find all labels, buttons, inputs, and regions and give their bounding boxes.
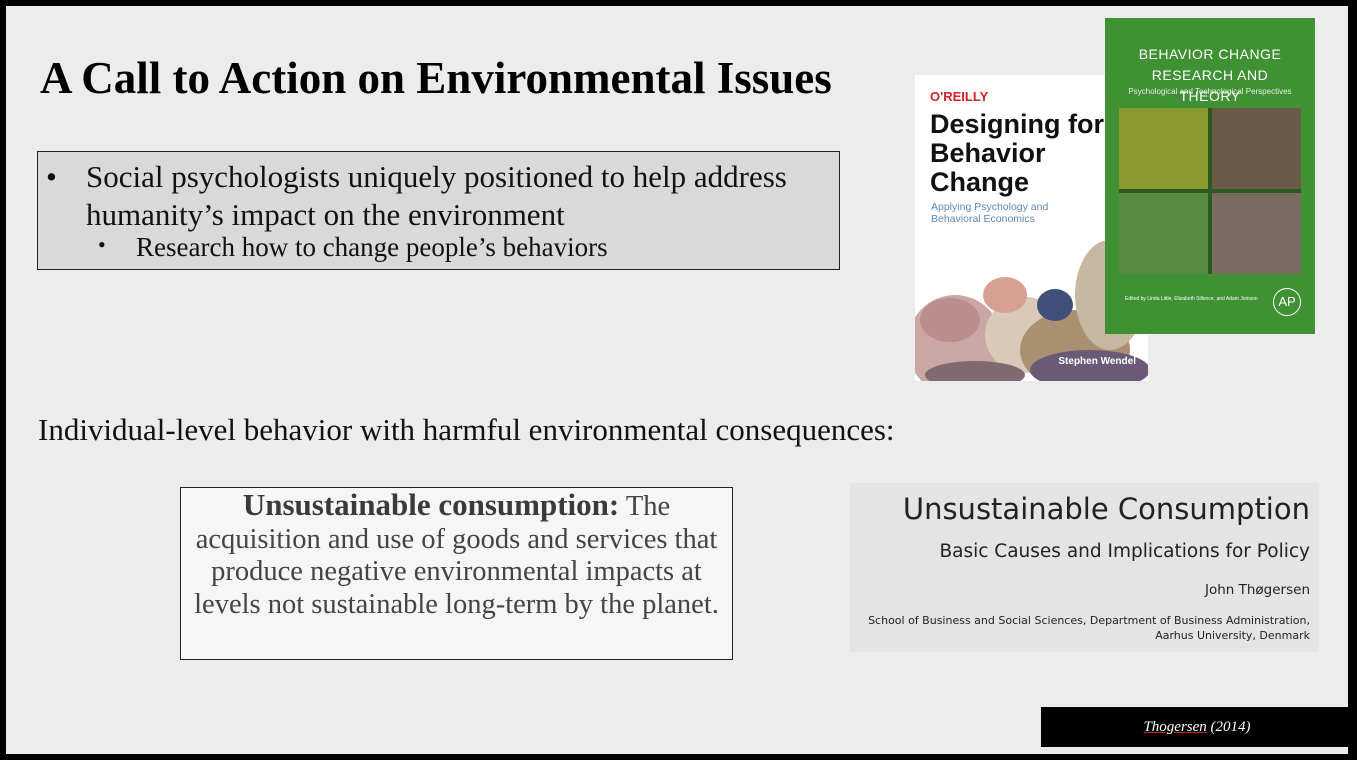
photo-tile: [1119, 108, 1208, 189]
citation-name: Thogersen: [1143, 719, 1207, 735]
definition-term: Unsustainable consumption:: [242, 487, 620, 522]
publisher-logo: AP: [1273, 288, 1301, 316]
book-subtitle: Psychological and Technological Perspect…: [1128, 87, 1292, 96]
paper-title-card: Unsustainable Consumption Basic Causes a…: [850, 483, 1319, 652]
definition-text: The acquisition and use of goods and ser…: [194, 491, 719, 620]
paper-subtitle: Basic Causes and Implications for Policy: [939, 541, 1310, 562]
paper-title: Unsustainable Consumption: [902, 492, 1310, 526]
bullet-marker: •: [46, 159, 57, 194]
paper-affiliation: School of Business and Social Sciences, …: [868, 614, 1310, 642]
publisher-logo: O'REILLY: [930, 89, 989, 104]
slide-title: A Call to Action on Environmental Issues: [40, 53, 832, 103]
citation-year: (2014): [1206, 719, 1251, 735]
sub-bullet-marker: •: [98, 232, 106, 257]
book-title: Designing for Behavior Change: [930, 109, 1104, 197]
bullet-box: • Social psychologists uniquely position…: [37, 151, 840, 270]
book-title: BEHAVIOR CHANGE RESEARCH AND THEORY: [1138, 46, 1282, 104]
citation-label: Thogersen (2014): [1041, 707, 1348, 747]
slide: A Call to Action on Environmental Issues…: [6, 6, 1348, 754]
bullet-text: Social psychologists uniquely positioned…: [86, 159, 787, 232]
photo-collage: [1119, 108, 1301, 274]
book-cover-behavior-change-research: BEHAVIOR CHANGE RESEARCH AND THEORY Psyc…: [1105, 18, 1315, 334]
photo-tile: [1119, 193, 1208, 274]
photo-tile: [1212, 193, 1301, 274]
sub-bullet-text: Research how to change people’s behavior…: [136, 232, 608, 262]
paper-author: John Thøgersen: [1204, 582, 1310, 598]
book-author: Stephen Wendel: [1058, 356, 1136, 367]
subheading: Individual-level behavior with harmful e…: [38, 412, 895, 447]
definition-box: Unsustainable consumption: The acquisiti…: [180, 487, 733, 660]
book-subtitle: Applying Psychology and Behavioral Econo…: [931, 201, 1049, 225]
photo-tile: [1212, 108, 1301, 189]
book-editors: Edited by Linda Little, Elizabeth Sillen…: [1125, 296, 1258, 302]
